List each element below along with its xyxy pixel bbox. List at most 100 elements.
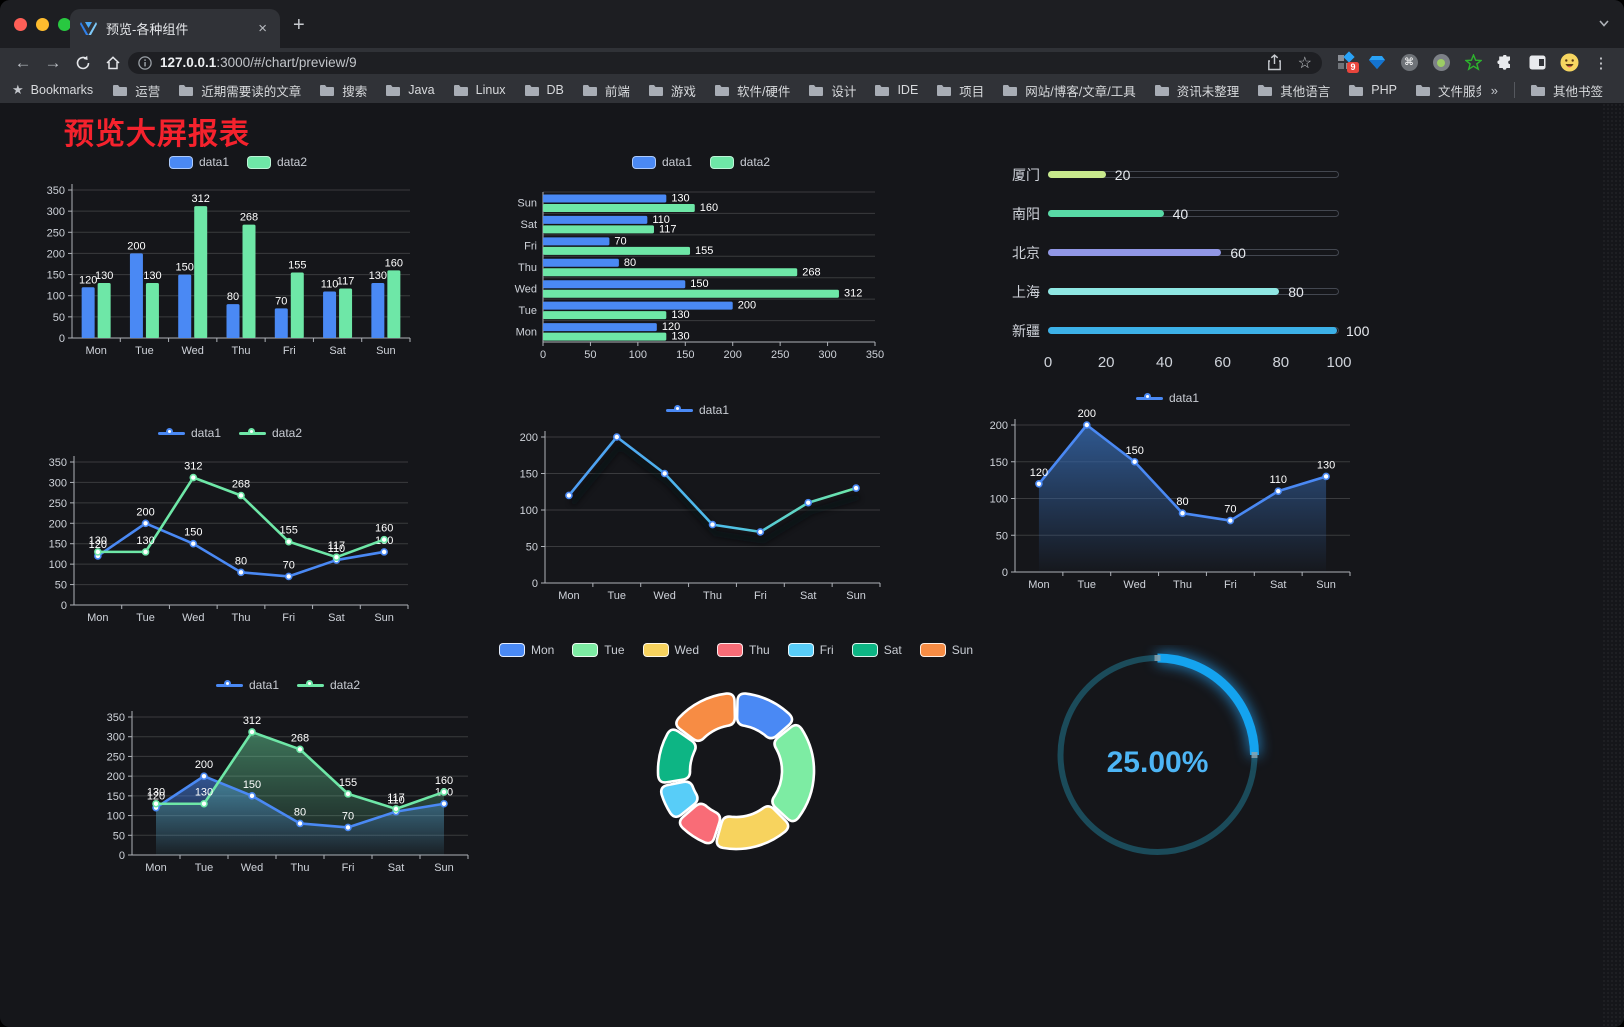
svg-text:Thu: Thu [232, 612, 251, 624]
legend-item-data2[interactable]: data2 [247, 155, 307, 169]
svg-text:155: 155 [339, 777, 357, 789]
svg-text:130: 130 [671, 309, 689, 321]
legend-item-Mon[interactable]: Mon [498, 643, 554, 657]
bookmark-item[interactable]: DB [515, 83, 573, 97]
legend-item-data2[interactable]: data2 [710, 155, 770, 169]
svg-text:250: 250 [771, 349, 789, 361]
progress-track: 100 [1048, 323, 1369, 339]
legend-item-data2[interactable]: data2 [297, 678, 360, 692]
bookmark-item[interactable]: 游戏 [639, 81, 705, 100]
legend-item-data1[interactable]: data1 [215, 678, 279, 692]
share-icon[interactable] [1267, 54, 1282, 71]
svg-text:Mon: Mon [85, 345, 106, 357]
svg-text:80: 80 [1176, 496, 1188, 508]
new-tab-button[interactable]: + [293, 14, 305, 36]
bookmark-item[interactable]: Linux [444, 83, 515, 97]
bookmark-item[interactable]: PHP [1339, 83, 1406, 97]
tab-close-icon[interactable]: × [258, 20, 267, 37]
profile-avatar-icon[interactable] [1556, 48, 1582, 77]
side-panel-icon[interactable] [1524, 48, 1550, 77]
svg-text:150: 150 [47, 270, 65, 282]
site-info-icon[interactable] [138, 55, 152, 70]
close-window-button[interactable] [14, 18, 27, 31]
legend-item-data1[interactable]: data1 [631, 155, 692, 169]
back-button[interactable]: ← [14, 52, 32, 72]
forward-button[interactable]: → [44, 52, 62, 72]
minimize-window-button[interactable] [36, 18, 49, 31]
legend-item-Sat[interactable]: Sat [851, 643, 902, 657]
bookmark-item[interactable]: 搜索 [310, 81, 376, 100]
tab-search-chevron-icon[interactable] [1598, 17, 1610, 29]
bar-data2 [543, 225, 654, 234]
browser-menu-icon[interactable]: ⋮ [1593, 54, 1609, 72]
svg-text:Sat: Sat [329, 345, 346, 357]
bookmark-item[interactable]: 软件/硬件 [705, 81, 799, 100]
svg-text:130: 130 [89, 535, 107, 547]
extension-command-icon[interactable]: ⌘ [1396, 48, 1422, 77]
extensions-puzzle-icon[interactable] [1492, 48, 1518, 77]
svg-text:70: 70 [614, 235, 626, 247]
bookmark-item[interactable]: 资讯未整理 [1145, 81, 1249, 100]
bar-data1 [129, 253, 143, 338]
browser-tab[interactable]: 预览-各种组件 × [70, 9, 280, 48]
other-bookmarks-folder[interactable]: 其他书签 [1521, 81, 1612, 100]
bookmarks-root-label: Bookmarks [30, 83, 94, 97]
legend-item-Tue[interactable]: Tue [572, 643, 625, 657]
bookmark-item[interactable]: 运营 [103, 81, 169, 100]
legend-item-Thu[interactable]: Thu [717, 643, 770, 657]
svg-text:268: 268 [240, 212, 258, 224]
legend-item-data1[interactable]: data1 [665, 403, 729, 417]
extension-diamond-icon[interactable] [1364, 48, 1390, 77]
svg-text:0: 0 [119, 850, 125, 862]
svg-text:70: 70 [283, 559, 295, 571]
bookmarks-root[interactable]: ★ Bookmarks [12, 82, 93, 98]
legend-item-data2[interactable]: data2 [239, 426, 302, 440]
bar-data2 [290, 272, 304, 338]
donut-segment-Sat [656, 728, 697, 784]
legend-item-data1[interactable]: data1 [1135, 391, 1199, 405]
bookmark-item[interactable]: 项目 [927, 81, 993, 100]
svg-text:Thu: Thu [703, 590, 722, 602]
bookmark-item[interactable]: Java [376, 83, 443, 97]
progress-value: 60 [1230, 244, 1246, 261]
svg-text:200: 200 [1078, 408, 1096, 420]
zoom-window-button[interactable] [58, 18, 71, 31]
bookmark-item[interactable]: 近期需要读的文章 [169, 81, 310, 100]
bookmark-item[interactable]: 文件服务器 [1406, 81, 1481, 100]
svg-text:Tue: Tue [608, 590, 627, 602]
progress-value: 80 [1288, 283, 1304, 300]
bookmark-item[interactable]: IDE [865, 83, 927, 97]
bookmark-star-icon[interactable]: ☆ [1297, 54, 1312, 72]
progress-row-厦门: 厦门 20 [988, 155, 1373, 194]
legend-item-Sun[interactable]: Sun [919, 643, 973, 657]
bar-data1 [543, 301, 733, 310]
svg-text:50: 50 [53, 312, 65, 324]
extension-adblock-icon[interactable]: 9 [1332, 48, 1359, 77]
chart-legend: data1 [505, 400, 890, 420]
bar-data2 [543, 246, 691, 255]
legend-item-data1[interactable]: data1 [157, 426, 221, 440]
svg-text:Thu: Thu [232, 345, 251, 357]
legend-item-Fri[interactable]: Fri [787, 643, 834, 657]
gauge-value-label: 25.00% [1106, 745, 1209, 779]
legend-item-Wed[interactable]: Wed [642, 643, 699, 657]
svg-text:110: 110 [652, 214, 670, 226]
svg-text:130: 130 [369, 270, 387, 282]
home-button[interactable] [100, 48, 126, 77]
bookmark-item[interactable]: 其他语言 [1248, 81, 1339, 100]
svg-text:200: 200 [724, 349, 742, 361]
reload-button[interactable] [70, 48, 96, 77]
bar-data1 [274, 308, 288, 338]
extension-star-icon[interactable] [1460, 48, 1486, 77]
extension-recorder-icon[interactable] [1428, 48, 1454, 77]
bar-data2 [543, 332, 667, 341]
bookmark-item[interactable]: 前端 [573, 81, 639, 100]
svg-text:150: 150 [49, 539, 67, 551]
legend-item-data1[interactable]: data1 [168, 155, 229, 169]
svg-text:Thu: Thu [291, 862, 310, 874]
svg-text:150: 150 [176, 262, 194, 274]
address-bar[interactable]: 127.0.0.1:3000/#/chart/preview/9 ☆ [128, 51, 1322, 74]
bookmark-item[interactable]: 网站/博客/文章/工具 [993, 81, 1144, 100]
bookmarks-overflow-chevron[interactable]: » [1490, 82, 1498, 98]
bookmark-item[interactable]: 设计 [799, 81, 865, 100]
